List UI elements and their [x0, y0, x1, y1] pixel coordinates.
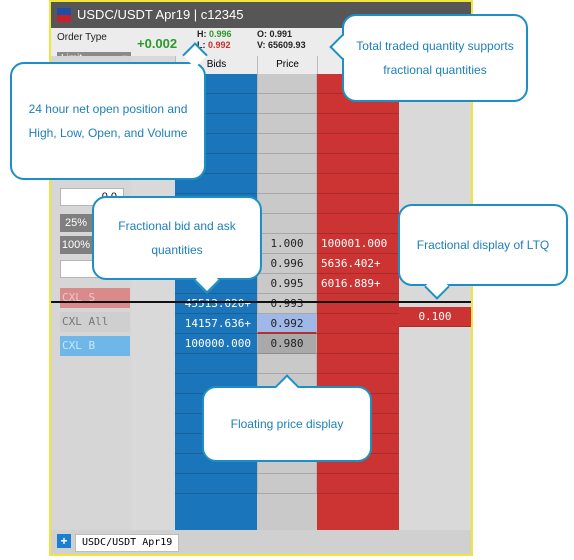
ask-cell[interactable]: 5636.402+ [317, 254, 399, 274]
ask-cell[interactable] [317, 294, 399, 314]
ltq-cell: 0.100 [399, 307, 471, 327]
bid-cell[interactable] [175, 354, 257, 374]
price-cell[interactable] [257, 134, 317, 154]
high-low: H: 0.996 L: 0.992 [197, 29, 232, 50]
ask-cell[interactable] [317, 194, 399, 214]
price-cell[interactable] [257, 94, 317, 114]
price-cell[interactable]: 0.992 [257, 314, 317, 334]
bid-cell[interactable]: 14157.636+ [175, 314, 257, 334]
bid-cell[interactable]: 45513.020+ [175, 294, 257, 314]
callout-ltq-text: Fractional display of LTQ [416, 238, 550, 252]
price-cell[interactable] [257, 194, 317, 214]
bid-cell[interactable] [175, 274, 257, 294]
symbol-tab[interactable]: USDC/USDT Apr19 [75, 534, 180, 552]
bid-cell[interactable] [175, 74, 257, 94]
price-cell[interactable] [257, 354, 317, 374]
callout-net-position: 24 hour net open position and High, Low,… [10, 62, 206, 180]
price-cell[interactable] [257, 214, 317, 234]
pct-100-button[interactable]: 100% [60, 236, 92, 254]
price-cell[interactable] [257, 154, 317, 174]
low-value: 0.992 [208, 40, 231, 50]
asks-column[interactable]: 100001.000 5636.402+ 6016.889+ [317, 56, 399, 536]
ask-cell[interactable] [317, 354, 399, 374]
price-header: Price [257, 56, 317, 74]
high-value: 0.996 [209, 29, 232, 39]
footer-tabs: + USDC/USDT Apr19 [51, 530, 471, 554]
price-cell[interactable] [257, 454, 317, 474]
bid-cell[interactable]: 100000.000 [175, 334, 257, 354]
volume-value: 65609.93 [268, 40, 306, 50]
ask-cell[interactable] [317, 174, 399, 194]
callout-ltq: Fractional display of LTQ [398, 204, 568, 286]
price-cell[interactable]: 0.996 [257, 254, 317, 274]
bid-cell[interactable] [175, 174, 257, 194]
bid-cell[interactable] [175, 94, 257, 114]
callout-bid-ask-qty-text: Fractional bid and ask quantities [118, 219, 236, 257]
callout-volume: Total traded quantity supports fractiona… [342, 14, 528, 102]
callout-volume-text: Total traded quantity supports fractiona… [356, 39, 514, 77]
pct-25-button[interactable]: 25% [60, 214, 92, 232]
open-volume: O: 0.991 V: 65609.93 [257, 29, 306, 50]
bid-cell[interactable] [175, 454, 257, 474]
ask-cell[interactable] [317, 134, 399, 154]
ask-cell[interactable] [317, 474, 399, 494]
flag-icon [57, 8, 71, 22]
spread-line [51, 301, 471, 303]
bid-cell[interactable] [175, 114, 257, 134]
price-cell[interactable] [257, 474, 317, 494]
price-cell[interactable]: 0.980 [257, 334, 317, 354]
ask-cell[interactable] [317, 454, 399, 474]
callout-floating-price-text: Floating price display [230, 417, 344, 431]
callout-bid-ask-qty: Fractional bid and ask quantities [92, 196, 262, 280]
cancel-all-button[interactable]: CXL All [60, 312, 130, 332]
ask-cell[interactable] [317, 94, 399, 114]
ask-cell[interactable] [317, 114, 399, 134]
price-cell[interactable] [257, 74, 317, 94]
ask-cell[interactable] [317, 314, 399, 334]
ask-cell[interactable] [317, 154, 399, 174]
cancel-buys-button[interactable]: CXL B [60, 336, 130, 356]
order-type-label: Order Type [57, 32, 107, 43]
price-cell[interactable]: 0.993 [257, 294, 317, 314]
ask-cell[interactable]: 100001.000 [317, 234, 399, 254]
window-title: USDC/USDT Apr19 | c12345 [77, 7, 244, 22]
cancel-sells-button[interactable]: CXL S [60, 288, 130, 308]
price-cell[interactable]: 1.000 [257, 234, 317, 254]
price-cell[interactable] [257, 114, 317, 134]
bid-cell[interactable] [175, 134, 257, 154]
net-position: +0.002 [137, 36, 178, 51]
add-tab-button[interactable]: + [57, 534, 71, 548]
ask-cell[interactable]: 6016.889+ [317, 274, 399, 294]
title-bar: USDC/USDT Apr19 | c12345 [51, 2, 471, 28]
price-column[interactable]: Price 1.000 0.996 0.995 0.993 0.992 0.980 [257, 56, 317, 536]
price-cell[interactable] [257, 174, 317, 194]
price-cell[interactable]: 0.995 [257, 274, 317, 294]
bid-cell[interactable] [175, 474, 257, 494]
ask-cell[interactable] [317, 214, 399, 234]
open-value: 0.991 [269, 29, 293, 39]
bid-cell[interactable] [175, 154, 257, 174]
ask-cell[interactable] [317, 334, 399, 354]
callout-net-position-text: 24 hour net open position and High, Low,… [28, 102, 188, 140]
